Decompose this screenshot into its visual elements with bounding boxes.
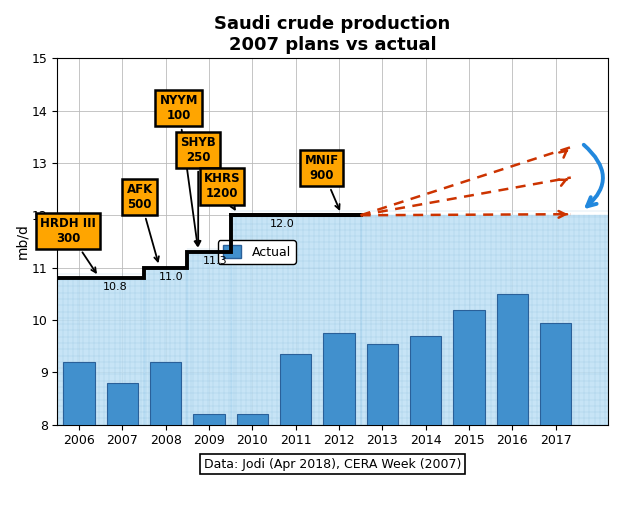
Text: 10.8: 10.8 (103, 282, 128, 292)
Text: KHRS
1200: KHRS 1200 (204, 173, 240, 209)
Text: SHYB
250: SHYB 250 (180, 136, 216, 246)
Text: HRDH III
300: HRDH III 300 (40, 217, 96, 272)
Bar (107, 383, 138, 424)
Bar (497, 294, 528, 424)
Bar (193, 414, 225, 424)
Text: Data: Jodi (Apr 2018), CERA Week (2007): Data: Jodi (Apr 2018), CERA Week (2007) (204, 458, 461, 471)
Bar (454, 309, 485, 424)
Legend: Actual: Actual (217, 240, 296, 264)
Bar (280, 354, 312, 424)
Bar (237, 414, 268, 424)
Text: 12.0: 12.0 (270, 219, 295, 229)
Bar (410, 336, 441, 424)
Text: NYYM
100: NYYM 100 (159, 94, 199, 246)
Text: 11.3: 11.3 (202, 256, 227, 266)
Bar (367, 343, 398, 424)
Bar (323, 333, 354, 424)
Text: MNIF
900: MNIF 900 (305, 154, 340, 209)
Bar (540, 322, 571, 424)
Text: AFK
500: AFK 500 (126, 183, 159, 261)
Bar (150, 362, 181, 424)
Y-axis label: mb/d: mb/d (15, 224, 29, 259)
Bar (64, 362, 95, 424)
Title: Saudi crude production
2007 plans vs actual: Saudi crude production 2007 plans vs act… (214, 15, 450, 54)
Text: 11.0: 11.0 (159, 272, 184, 282)
